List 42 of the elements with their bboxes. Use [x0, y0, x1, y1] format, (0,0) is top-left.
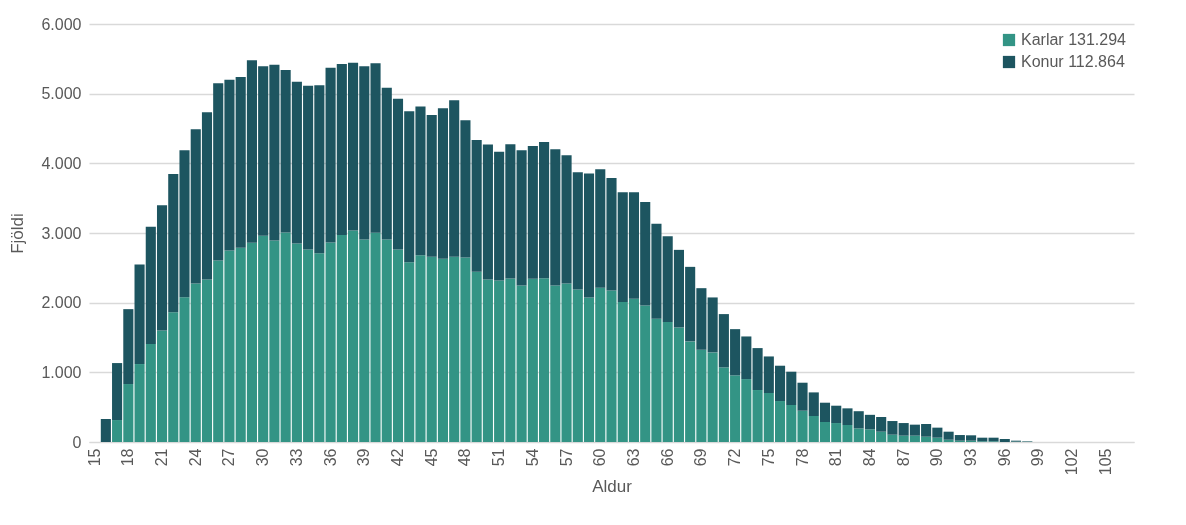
x-tick-label: 21: [153, 448, 171, 467]
x-tick-label: 27: [220, 448, 238, 467]
x-tick-label: 54: [523, 448, 541, 467]
x-tick-label: 69: [692, 448, 710, 467]
x-tick-label: 57: [557, 448, 575, 467]
y-tick-label: 0: [72, 433, 82, 451]
x-tick-label: 51: [490, 448, 508, 467]
x-tick-label: 24: [186, 448, 204, 467]
x-tick-label: 36: [321, 448, 339, 467]
legend-label: Karlar 131.294: [1021, 31, 1127, 48]
x-tick-label: 45: [422, 448, 440, 467]
y-tick-label: 1.000: [41, 363, 82, 381]
x-tick-label: 39: [355, 448, 373, 467]
x-tick-label: 33: [287, 448, 305, 467]
x-tick-label: 63: [624, 448, 642, 467]
x-tick-label: 96: [995, 448, 1013, 467]
x-tick-label: 102: [1063, 448, 1081, 476]
y-tick-label: 2.000: [41, 294, 82, 312]
x-axis-title: Aldur: [592, 477, 633, 497]
x-tick-label: 75: [759, 448, 777, 467]
x-tick-label: 84: [860, 448, 878, 467]
y-tick-label: 5.000: [41, 85, 82, 103]
x-tick-label: 18: [119, 448, 137, 467]
x-tick-label: 15: [85, 448, 103, 467]
x-tick-label: 81: [827, 448, 845, 467]
x-tick-label: 99: [1029, 448, 1047, 467]
x-tick-label: 93: [962, 448, 980, 467]
x-tick-label: 66: [658, 448, 676, 467]
x-tick-label: 60: [591, 448, 609, 467]
x-tick-label: 72: [726, 448, 744, 467]
x-tick-label: 42: [389, 448, 407, 467]
x-tick-label: 78: [793, 448, 811, 467]
legend-label: Konur 112.864: [1021, 53, 1125, 70]
x-tick-label: 105: [1096, 448, 1114, 476]
x-tick-label: 87: [894, 448, 912, 467]
x-tick-label: 30: [254, 448, 272, 467]
y-tick-label: 4.000: [41, 154, 82, 172]
y-tick-label: 6.000: [41, 15, 82, 33]
x-tick-label: 48: [456, 448, 474, 467]
y-axis-title: Fjöldi: [8, 213, 28, 254]
x-tick-label: 90: [928, 448, 946, 467]
y-tick-label: 3.000: [41, 224, 82, 242]
